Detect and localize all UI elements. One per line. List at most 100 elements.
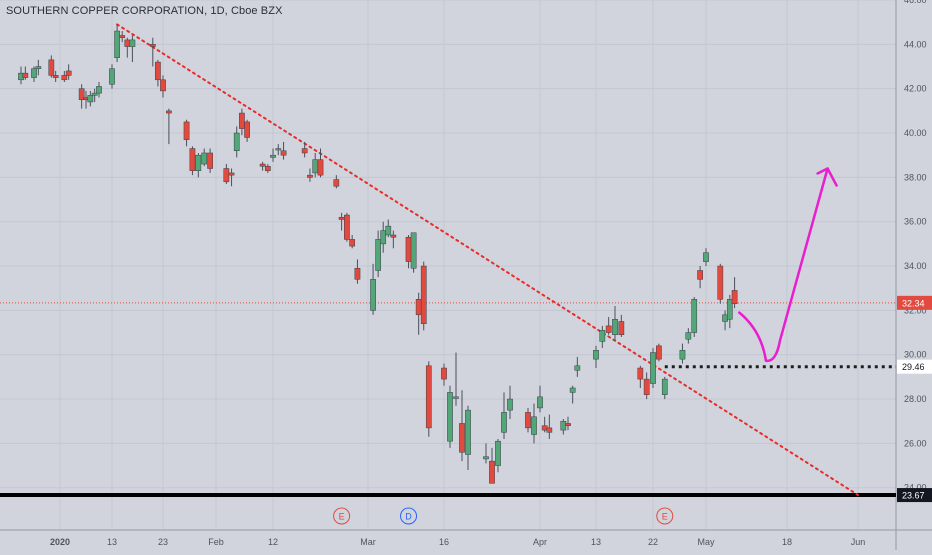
candle[interactable] — [119, 31, 126, 43]
candle[interactable] — [565, 416, 571, 431]
candle[interactable] — [650, 348, 656, 388]
candle[interactable] — [546, 414, 553, 439]
candle[interactable] — [483, 443, 489, 464]
event-marker[interactable]: E — [656, 507, 674, 525]
event-marker[interactable]: D — [400, 507, 418, 525]
candle[interactable] — [375, 230, 381, 278]
candle[interactable] — [114, 24, 120, 63]
candle[interactable] — [612, 305, 618, 342]
candle[interactable] — [78, 84, 85, 109]
candle[interactable] — [410, 232, 417, 273]
candle[interactable] — [87, 90, 94, 107]
candle[interactable] — [731, 277, 738, 309]
candle[interactable] — [201, 148, 208, 167]
candle[interactable] — [259, 161, 266, 171]
candle[interactable] — [149, 37, 156, 67]
candle[interactable] — [155, 59, 161, 87]
candle[interactable] — [465, 405, 471, 471]
candle[interactable] — [48, 55, 55, 78]
candle[interactable] — [425, 361, 432, 437]
candle[interactable] — [525, 407, 531, 433]
downtrend-line[interactable] — [116, 23, 859, 497]
y-tick-label: 40.00 — [904, 128, 927, 138]
candle[interactable] — [307, 168, 313, 182]
candle[interactable] — [574, 356, 581, 377]
candle[interactable] — [501, 392, 507, 439]
candle[interactable] — [380, 221, 387, 253]
candle[interactable] — [656, 343, 662, 362]
candle[interactable] — [91, 88, 98, 102]
candle-body-up — [537, 396, 543, 409]
x-tick-label: 12 — [268, 537, 278, 547]
candle[interactable] — [726, 294, 733, 329]
projection-arrowhead — [816, 167, 838, 187]
candle-body-down — [22, 72, 29, 78]
candle[interactable] — [537, 385, 543, 413]
candle[interactable] — [35, 59, 42, 76]
candle[interactable] — [207, 148, 213, 173]
candle[interactable] — [195, 152, 202, 178]
candle[interactable] — [61, 70, 68, 83]
candle[interactable] — [244, 119, 250, 142]
candle[interactable] — [637, 365, 644, 388]
candle[interactable] — [166, 108, 172, 145]
candle[interactable] — [618, 314, 625, 337]
candle[interactable] — [228, 168, 235, 187]
candle[interactable] — [264, 164, 271, 173]
candle[interactable] — [160, 75, 166, 98]
candle[interactable] — [233, 126, 240, 158]
candle[interactable] — [96, 82, 102, 98]
candle[interactable] — [441, 363, 447, 386]
candle[interactable] — [459, 390, 465, 462]
candle[interactable] — [301, 141, 308, 158]
candle[interactable] — [275, 144, 282, 156]
candle[interactable] — [109, 64, 115, 89]
candle[interactable] — [717, 263, 724, 304]
candle-body-up — [569, 387, 576, 393]
candle[interactable] — [661, 376, 668, 400]
candle[interactable] — [691, 297, 698, 337]
candle[interactable] — [129, 35, 136, 63]
candle[interactable] — [65, 64, 72, 80]
candle[interactable] — [390, 230, 397, 249]
candle[interactable] — [344, 212, 350, 242]
candle[interactable] — [599, 325, 606, 349]
candle[interactable] — [703, 248, 709, 267]
candle[interactable] — [593, 345, 599, 369]
candle[interactable] — [507, 385, 513, 420]
candle[interactable] — [354, 259, 361, 284]
candle[interactable] — [349, 235, 356, 249]
y-tick-label: 44.00 — [904, 39, 927, 49]
resistance-price-tag: 29.46 — [897, 359, 932, 374]
candle[interactable] — [605, 317, 612, 335]
candle[interactable] — [643, 372, 650, 400]
candle[interactable] — [453, 352, 459, 406]
candle[interactable] — [489, 447, 495, 484]
candle[interactable] — [270, 148, 276, 162]
candle[interactable] — [447, 385, 453, 448]
candle[interactable] — [569, 385, 576, 404]
candle[interactable] — [679, 343, 686, 364]
candle[interactable] — [317, 148, 324, 178]
resistance-price-tag-bg — [897, 359, 932, 374]
candle[interactable] — [333, 175, 340, 189]
candle[interactable] — [385, 219, 392, 238]
event-marker[interactable]: E — [333, 507, 351, 525]
candle[interactable] — [370, 263, 376, 315]
candle[interactable] — [697, 266, 703, 289]
projection-curve[interactable] — [738, 167, 829, 363]
candle[interactable] — [52, 70, 59, 83]
candle[interactable] — [420, 261, 427, 331]
x-tick-label: 16 — [439, 537, 449, 547]
candle[interactable] — [495, 438, 501, 473]
candle[interactable] — [531, 403, 537, 444]
candle[interactable] — [685, 328, 692, 344]
candle[interactable] — [239, 108, 245, 136]
candle[interactable] — [280, 141, 287, 160]
candle[interactable] — [183, 119, 190, 147]
candle[interactable] — [189, 146, 196, 176]
candle[interactable] — [31, 66, 37, 83]
candle[interactable] — [22, 66, 29, 80]
